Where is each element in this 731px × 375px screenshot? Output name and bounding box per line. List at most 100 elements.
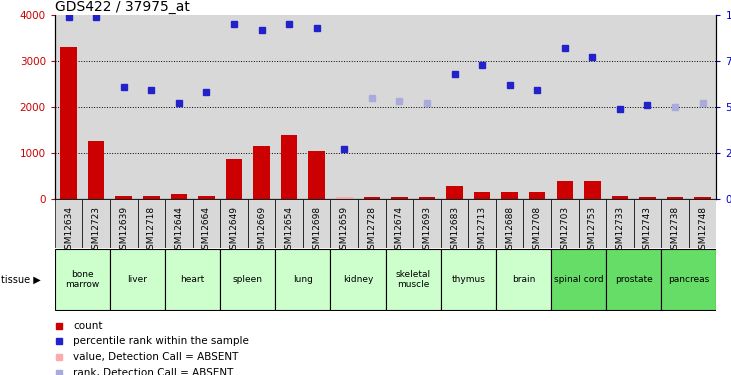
Text: GSM12698: GSM12698 [312, 206, 321, 255]
Bar [469, 199, 496, 248]
Text: GSM12748: GSM12748 [698, 206, 707, 255]
Bar [358, 199, 386, 248]
Bar [501, 192, 518, 199]
Bar [110, 199, 137, 248]
Bar [336, 197, 352, 199]
Text: GSM12733: GSM12733 [616, 206, 624, 255]
Text: GSM12644: GSM12644 [175, 206, 183, 255]
Bar [363, 197, 380, 199]
Text: GSM12634: GSM12634 [64, 206, 73, 255]
Text: spleen: spleen [232, 275, 262, 284]
Bar [689, 199, 716, 248]
Text: GSM12639: GSM12639 [119, 206, 128, 255]
Bar [115, 195, 132, 199]
Bar [386, 199, 413, 248]
Bar [662, 199, 689, 248]
Text: brain: brain [512, 275, 535, 284]
Bar [308, 150, 325, 199]
Text: GSM12649: GSM12649 [230, 206, 238, 255]
Bar [330, 199, 358, 248]
Bar [61, 47, 77, 199]
Bar [137, 199, 165, 248]
Bar [496, 199, 523, 248]
Bar [281, 135, 298, 199]
Bar [551, 199, 578, 248]
Bar [551, 249, 606, 310]
Bar [667, 197, 683, 199]
Bar [523, 199, 551, 248]
Text: liver: liver [127, 275, 148, 284]
Bar [441, 199, 469, 248]
Bar [276, 199, 303, 248]
Text: percentile rank within the sample: percentile rank within the sample [73, 336, 249, 346]
Text: GDS422 / 37975_at: GDS422 / 37975_at [55, 0, 190, 14]
Text: value, Detection Call = ABSENT: value, Detection Call = ABSENT [73, 352, 239, 362]
Text: GSM12753: GSM12753 [588, 206, 596, 255]
Bar [391, 197, 408, 199]
Text: GSM12728: GSM12728 [367, 206, 376, 255]
Text: bone
marrow: bone marrow [65, 270, 99, 289]
Text: heart: heart [181, 275, 205, 284]
Bar [606, 249, 662, 310]
Bar [276, 249, 330, 310]
Bar [441, 249, 496, 310]
Text: GSM12703: GSM12703 [560, 206, 569, 255]
Text: rank, Detection Call = ABSENT: rank, Detection Call = ABSENT [73, 368, 234, 375]
Bar [88, 141, 105, 199]
Text: count: count [73, 321, 103, 331]
Bar [694, 197, 711, 199]
Bar [413, 199, 441, 248]
Bar [220, 199, 248, 248]
Bar [612, 196, 628, 199]
Text: GSM12674: GSM12674 [395, 206, 404, 255]
Bar [226, 159, 242, 199]
Bar [143, 196, 159, 199]
Bar [248, 199, 276, 248]
Text: pancreas: pancreas [668, 275, 710, 284]
Bar [165, 249, 220, 310]
Bar [220, 249, 276, 310]
Bar [198, 196, 215, 199]
Text: GSM12693: GSM12693 [423, 206, 431, 255]
Bar [110, 249, 165, 310]
Bar [83, 199, 110, 248]
Bar [193, 199, 220, 248]
Bar [386, 249, 441, 310]
Text: tissue ▶: tissue ▶ [1, 274, 41, 284]
Bar [584, 181, 601, 199]
Text: GSM12743: GSM12743 [643, 206, 652, 255]
Text: GSM12664: GSM12664 [202, 206, 211, 255]
Text: GSM12738: GSM12738 [670, 206, 680, 255]
Bar [303, 199, 330, 248]
Text: kidney: kidney [343, 275, 374, 284]
Text: GSM12718: GSM12718 [147, 206, 156, 255]
Text: skeletal
muscle: skeletal muscle [395, 270, 431, 289]
Text: GSM12688: GSM12688 [505, 206, 514, 255]
Bar [165, 199, 193, 248]
Bar [55, 249, 110, 310]
Text: lung: lung [293, 275, 313, 284]
Text: GSM12683: GSM12683 [450, 206, 459, 255]
Text: GSM12708: GSM12708 [533, 206, 542, 255]
Text: GSM12713: GSM12713 [477, 206, 487, 255]
Bar [606, 199, 634, 248]
Bar [634, 199, 662, 248]
Bar [419, 197, 435, 199]
Text: GSM12723: GSM12723 [91, 206, 101, 255]
Text: GSM12659: GSM12659 [340, 206, 349, 255]
Bar [55, 199, 83, 248]
Bar [253, 146, 270, 199]
Bar [639, 197, 656, 199]
Bar [330, 249, 386, 310]
Bar [474, 192, 491, 199]
Text: GSM12654: GSM12654 [284, 206, 294, 255]
Bar [496, 249, 551, 310]
Text: prostate: prostate [615, 275, 653, 284]
Bar [662, 249, 716, 310]
Text: GSM12669: GSM12669 [257, 206, 266, 255]
Text: spinal cord: spinal cord [554, 275, 603, 284]
Bar [529, 192, 545, 199]
Bar [556, 181, 573, 199]
Bar [170, 194, 187, 199]
Bar [578, 199, 606, 248]
